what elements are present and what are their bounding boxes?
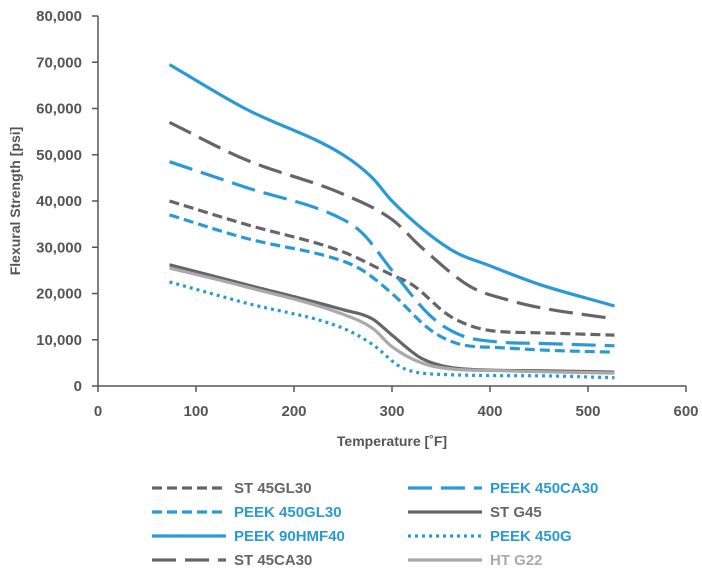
series-lines	[168, 63, 615, 380]
x-tick-label: 0	[94, 403, 102, 420]
y-tick-label: 0	[74, 378, 82, 395]
x-tick-label: 200	[281, 403, 306, 420]
series-line-st-45ca30	[168, 120, 615, 321]
y-tick-label: 30,000	[36, 239, 82, 256]
legend-label: PEEK 450GL30	[234, 504, 342, 521]
legend-label: ST 45CA30	[234, 552, 312, 569]
y-tick-label: 20,000	[36, 286, 82, 303]
y-tick-group: 0 10,000 20,000 30,000 40,000 50,000 60,000 70,…	[36, 8, 98, 395]
x-tick-label: 400	[477, 403, 502, 420]
legend-label: ST G45	[490, 504, 542, 521]
series-line-ht-g22	[169, 266, 615, 375]
x-axis-title: Temperature [˚F]	[337, 433, 447, 449]
y-axis-title: Flexural Strength [psi]	[7, 127, 23, 276]
x-tick-label: 100	[183, 403, 208, 420]
legend-label: PEEK 450G	[490, 528, 572, 545]
y-tick-label: 40,000	[36, 193, 82, 210]
y-tick-label: 80,000	[36, 8, 82, 25]
series-line-st-g45	[169, 263, 615, 374]
y-tick-label: 50,000	[36, 147, 82, 164]
y-tick-label: 70,000	[36, 54, 82, 71]
legend-label: HT G22	[490, 552, 543, 569]
y-tick-label: 60,000	[36, 101, 82, 118]
legend-label: PEEK 90HMF40	[234, 528, 345, 545]
legend: ST 45GL30 PEEK 450CA30 PEEK 450GL30 ST G45 P…	[152, 480, 598, 569]
x-tick-group: 0 100 200 300 400 500 600	[94, 386, 699, 420]
series-line-peek-450g	[169, 280, 615, 380]
x-tick-label: 600	[673, 403, 698, 420]
x-tick-label: 500	[575, 403, 600, 420]
legend-label: PEEK 450CA30	[490, 480, 598, 497]
y-tick-label: 10,000	[36, 332, 82, 349]
legend-label: ST 45GL30	[234, 480, 312, 497]
series-line-peek-450gl30	[169, 213, 615, 354]
series-line-st-45gl30	[169, 199, 615, 337]
series-line-peek-90hmf40	[168, 63, 615, 308]
x-tick-label: 300	[379, 403, 404, 420]
series-line-peek-450ca30	[168, 160, 615, 348]
